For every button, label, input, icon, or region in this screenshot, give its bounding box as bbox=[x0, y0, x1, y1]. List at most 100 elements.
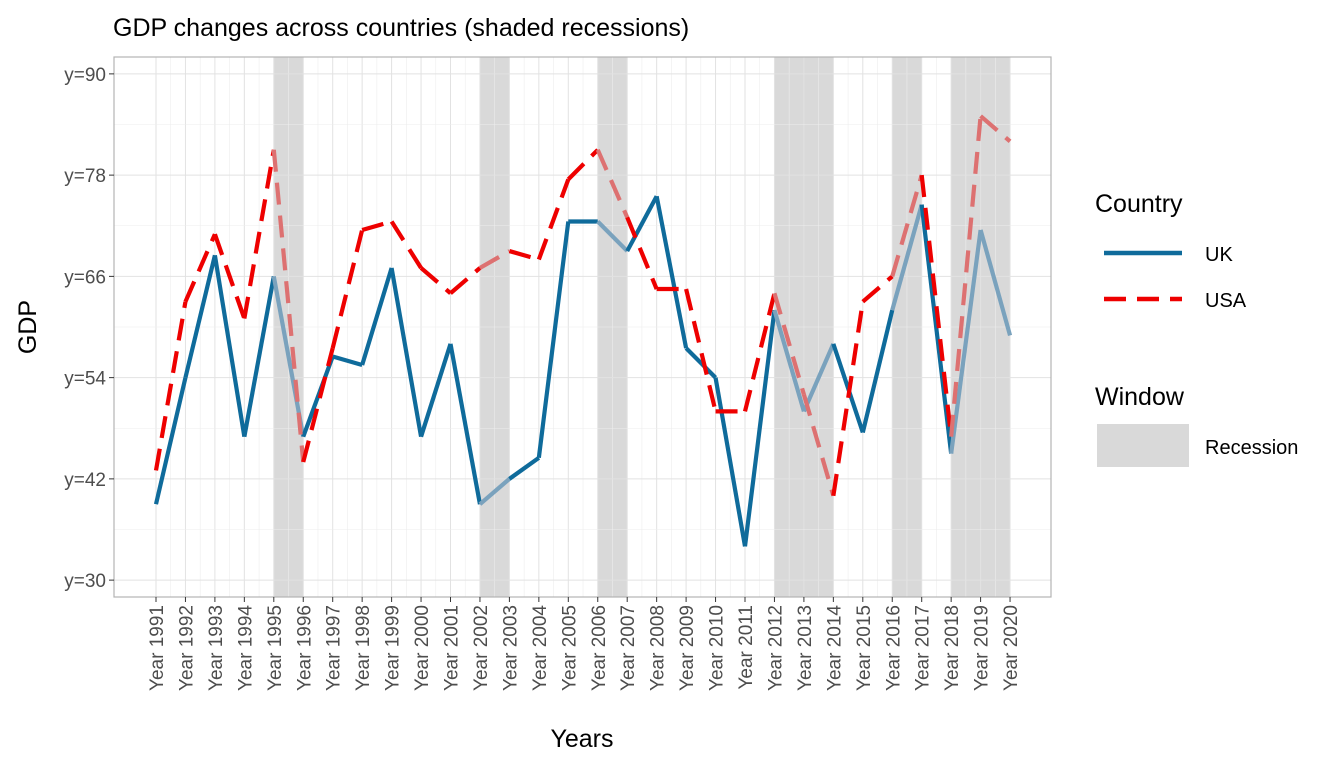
series-segment-uk bbox=[301, 355, 335, 438]
series-segment-uk bbox=[508, 456, 541, 481]
y-tick-label: y=54 bbox=[64, 369, 106, 390]
series-segment-usa bbox=[183, 233, 217, 303]
series-segment-usa bbox=[271, 149, 306, 463]
series-segment-uk bbox=[713, 377, 748, 547]
legend-key-recession bbox=[1097, 424, 1189, 467]
plot-border bbox=[113, 56, 1052, 598]
legend-label-uk: UK bbox=[1205, 244, 1233, 266]
series-segment-usa bbox=[772, 292, 806, 396]
x-tick-label: Year 2014 bbox=[824, 605, 845, 691]
x-tick-label: Year 2002 bbox=[471, 605, 492, 691]
series-segment-usa bbox=[361, 219, 393, 232]
x-tick-label: Year 1995 bbox=[265, 605, 286, 691]
x-tick-label: Year 1993 bbox=[206, 605, 227, 691]
x-tick-label: Year 2000 bbox=[412, 605, 433, 691]
series-usa bbox=[153, 114, 1012, 497]
x-tick-label: Year 2012 bbox=[765, 605, 786, 691]
x-tick-label: Year 1994 bbox=[235, 605, 256, 691]
series-segment-usa bbox=[742, 292, 777, 412]
series-segment-uk bbox=[360, 267, 394, 366]
series-segment-usa bbox=[212, 233, 247, 320]
series-segment-usa bbox=[566, 148, 600, 181]
y-tick-label: y=66 bbox=[64, 267, 106, 288]
legend-window: Window Recession bbox=[1095, 383, 1298, 467]
y-tick-label: y=90 bbox=[64, 65, 106, 86]
x-tick-label: Year 2009 bbox=[677, 605, 698, 691]
x-tick-label: Year 1999 bbox=[383, 605, 404, 691]
series-segment-usa bbox=[301, 347, 335, 463]
series-uk bbox=[153, 195, 1013, 547]
series-segment-uk bbox=[183, 254, 217, 379]
series-segment-usa bbox=[419, 266, 452, 295]
series-segment-uk bbox=[890, 204, 924, 311]
y-axis-ticks: y=30 y=42 y=54 y=66 y=78 y=90 bbox=[64, 65, 114, 592]
x-tick-label: Year 2010 bbox=[707, 605, 728, 691]
x-tick-label: Year 2016 bbox=[883, 605, 904, 691]
series-segment-uk bbox=[949, 229, 983, 454]
series-segment-uk bbox=[742, 309, 777, 547]
legend-label-usa: USA bbox=[1205, 290, 1247, 312]
series-segment-uk bbox=[332, 354, 363, 367]
series-segment-uk bbox=[448, 343, 483, 505]
x-tick-label: Year 2015 bbox=[854, 605, 875, 691]
x-tick-label: Year 2007 bbox=[618, 605, 639, 691]
x-tick-label: Year 2011 bbox=[736, 605, 757, 690]
x-tick-label: Year 2004 bbox=[530, 605, 551, 691]
x-tick-label: Year 2005 bbox=[559, 605, 580, 691]
y-tick-label: y=42 bbox=[64, 470, 106, 491]
series-segment-uk bbox=[860, 309, 895, 433]
legend-country-title: Country bbox=[1095, 190, 1183, 218]
legend-label-recession: Recession bbox=[1205, 437, 1298, 459]
series-segment-usa bbox=[330, 229, 365, 349]
series-segment-usa bbox=[595, 148, 630, 219]
series-segment-uk bbox=[242, 275, 276, 438]
x-tick-label: Year 2006 bbox=[589, 605, 610, 691]
series-segment-usa bbox=[242, 149, 276, 319]
series-segment-uk bbox=[536, 221, 571, 459]
series-segment-uk bbox=[772, 309, 806, 412]
series-segment-usa bbox=[625, 216, 659, 290]
chart-title: GDP changes across countries (shaded rec… bbox=[113, 14, 689, 42]
x-axis-title: Years bbox=[550, 725, 613, 753]
series-segment-uk bbox=[478, 477, 511, 506]
x-tick-label: Year 2013 bbox=[795, 605, 816, 691]
series-segment-usa bbox=[801, 393, 836, 497]
x-tick-label: Year 2017 bbox=[913, 605, 934, 691]
series-segment-usa bbox=[508, 249, 540, 262]
series-segment-uk bbox=[596, 220, 629, 253]
series-segment-uk bbox=[271, 275, 306, 438]
y-tick-label: y=30 bbox=[64, 571, 106, 592]
x-tick-label: Year 2019 bbox=[972, 605, 993, 691]
x-tick-label: Year 2001 bbox=[442, 605, 463, 691]
x-tick-label: Year 2008 bbox=[648, 605, 669, 691]
series-segment-uk bbox=[684, 346, 718, 380]
y-axis-title: GDP bbox=[14, 300, 42, 354]
series-segment-usa bbox=[478, 249, 511, 270]
legend-country: Country UK USA bbox=[1095, 190, 1247, 312]
series-segment-usa bbox=[919, 174, 954, 437]
x-tick-label: Year 1998 bbox=[353, 605, 374, 691]
x-tick-label: Year 1996 bbox=[294, 605, 315, 691]
series-segment-uk bbox=[801, 343, 836, 413]
series-segment-uk bbox=[919, 204, 954, 454]
series-segment-uk bbox=[389, 267, 424, 438]
series-segment-uk bbox=[212, 254, 247, 438]
series-segment-uk bbox=[625, 195, 659, 253]
x-axis-ticks: Year 1991 Year 1992 Year 1993 Year 1994 Year… bbox=[147, 597, 1022, 691]
series-lines bbox=[153, 114, 1013, 547]
series-segment-usa bbox=[389, 220, 423, 270]
series-segment-usa bbox=[153, 301, 188, 471]
series-segment-usa bbox=[449, 266, 482, 295]
x-tick-label: Year 1992 bbox=[176, 605, 197, 691]
series-segment-uk bbox=[153, 377, 188, 505]
series-segment-usa bbox=[684, 288, 718, 412]
x-tick-label: Year 2018 bbox=[942, 605, 963, 691]
series-segment-usa bbox=[890, 174, 924, 277]
y-tick-label: y=78 bbox=[64, 166, 106, 187]
legend-window-title: Window bbox=[1095, 383, 1185, 411]
series-segment-usa bbox=[949, 115, 983, 437]
series-segment-uk bbox=[978, 229, 1013, 337]
series-segment-uk bbox=[654, 195, 689, 349]
x-tick-label: Year 1991 bbox=[147, 605, 168, 691]
